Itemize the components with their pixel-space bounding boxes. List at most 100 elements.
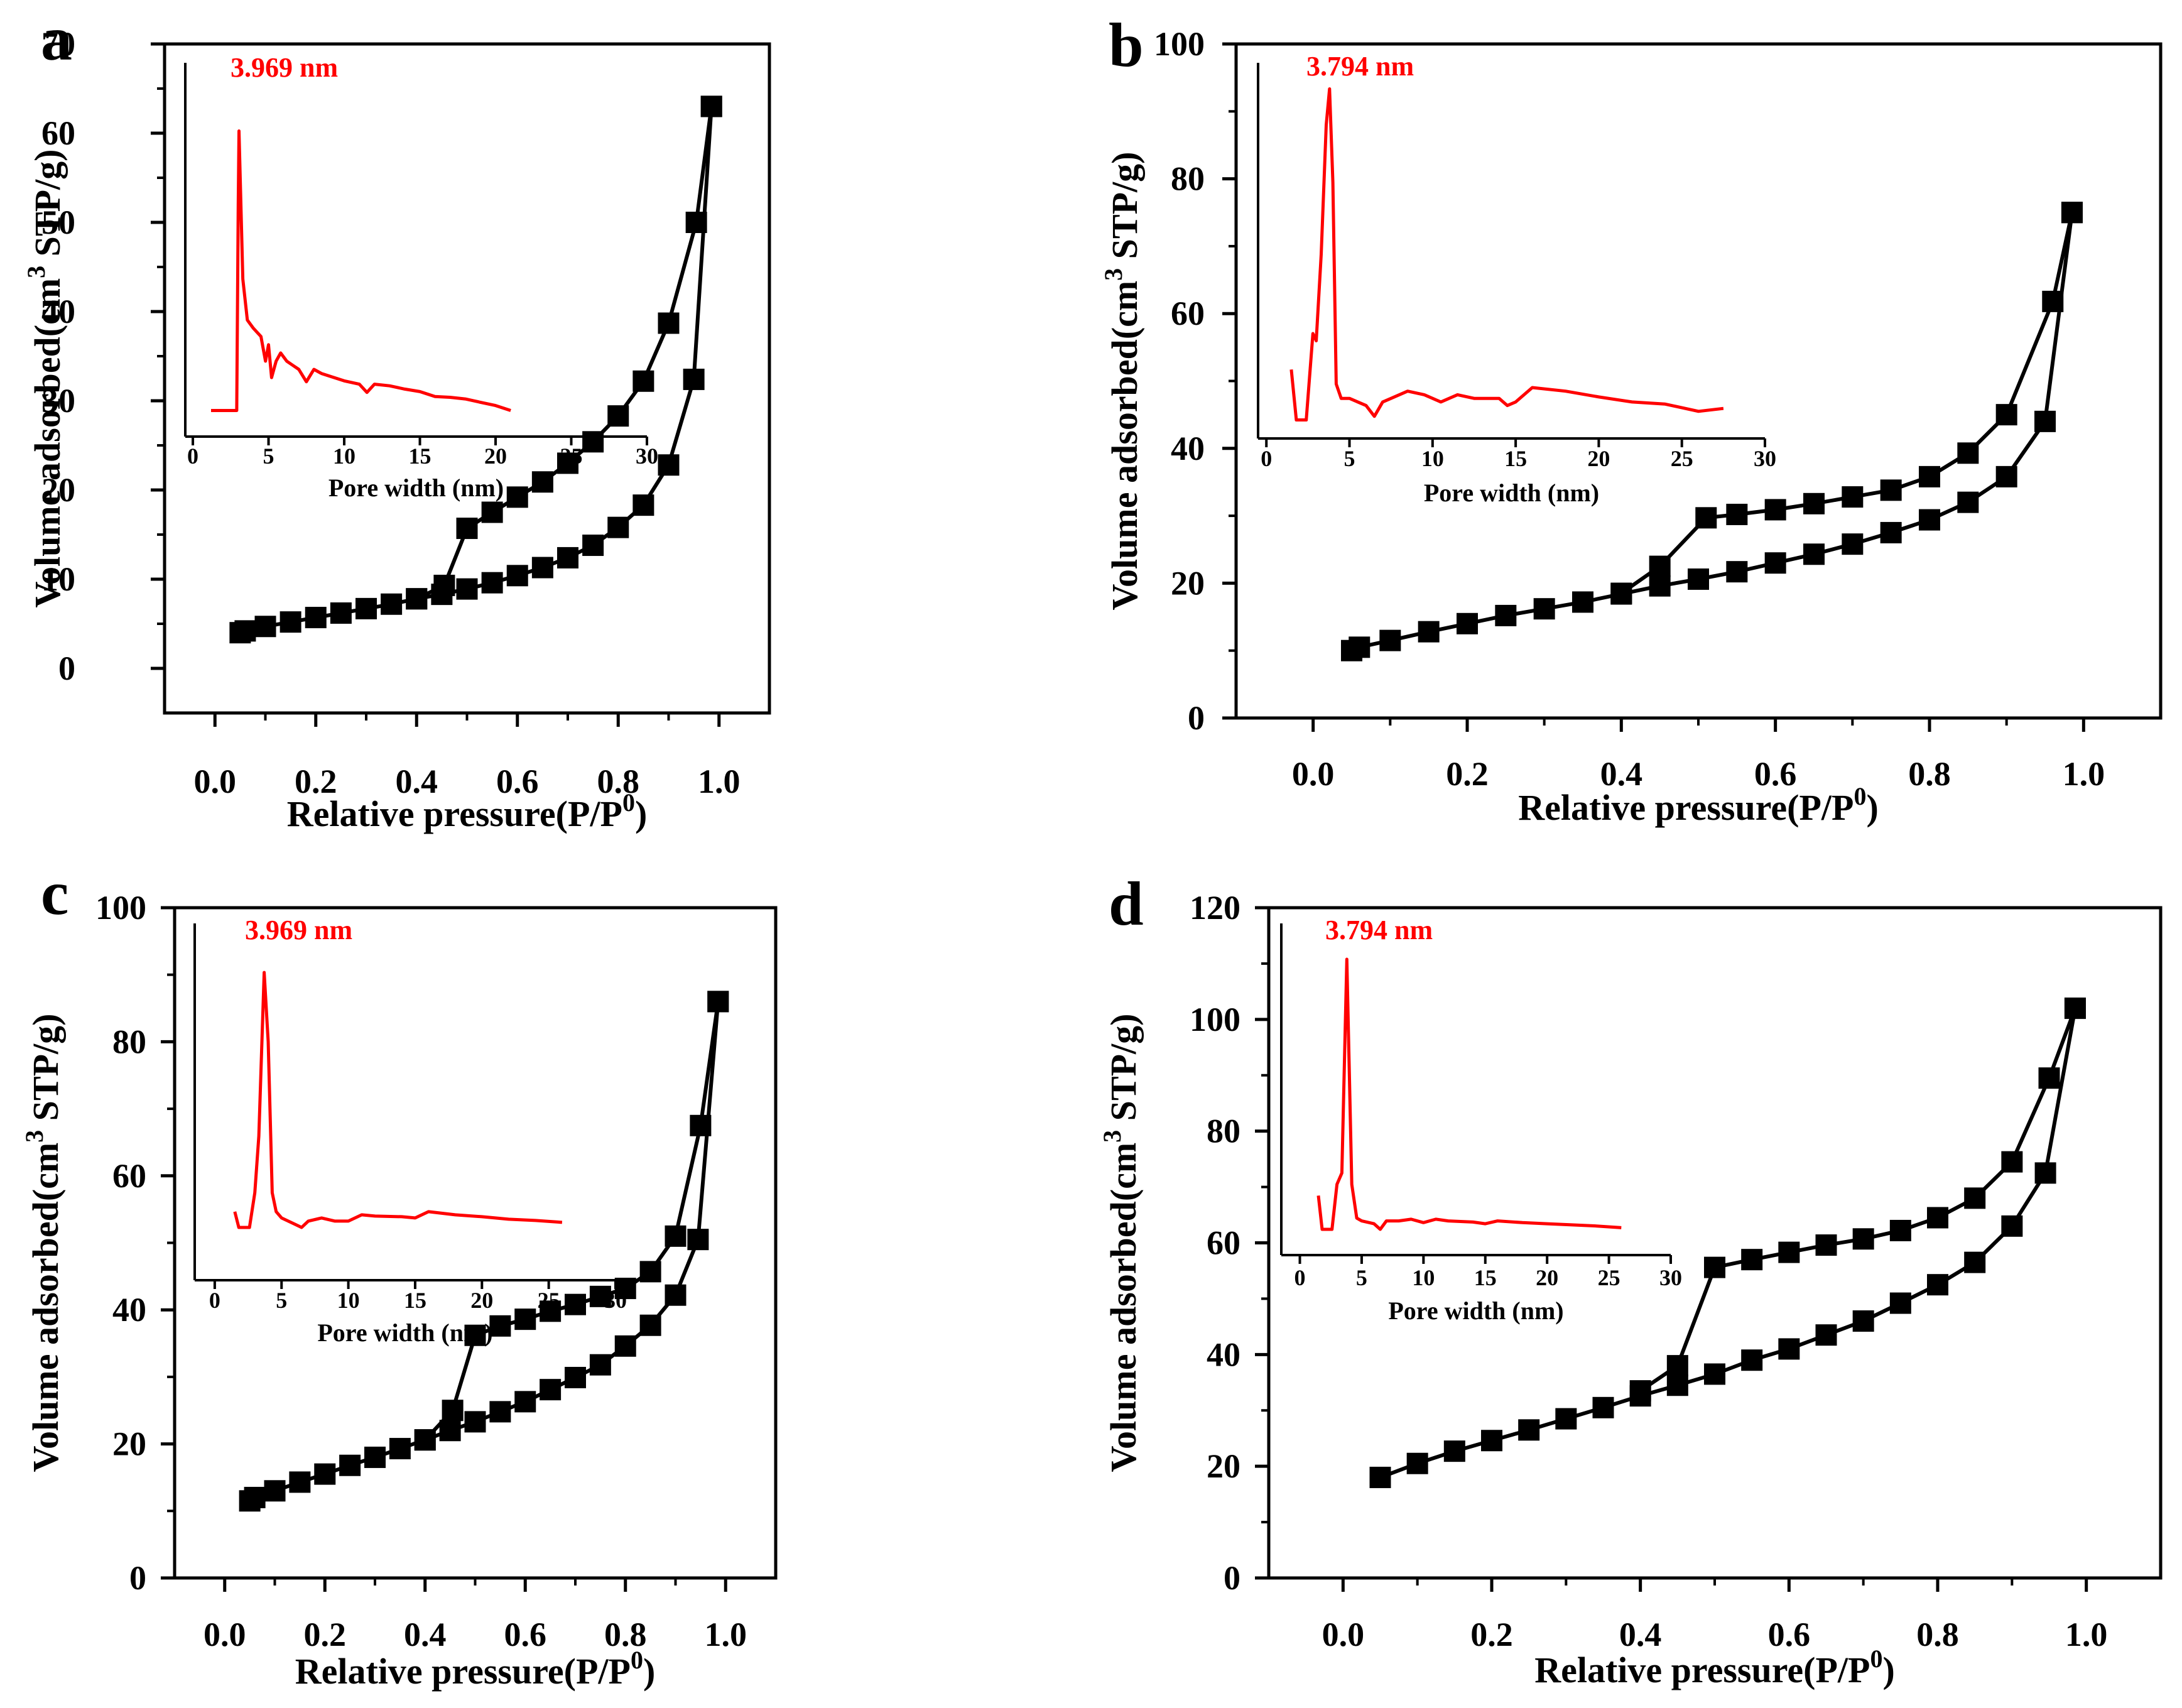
psd-curve xyxy=(211,129,511,412)
inset-psd: 0 5 10 15 20 25 30 Pore width (nm) 3.794 nm xyxy=(1257,51,1776,507)
y-tick-label: 20 xyxy=(1171,564,1205,602)
adsorption-point xyxy=(1778,1338,1800,1360)
inset-psd: 0 5 10 15 20 25 30 Pore width (nm) 3.794 nm xyxy=(1280,915,1682,1325)
x-axis-title: Relative pressure(P/P0) xyxy=(1534,1645,1895,1690)
adsorption-point xyxy=(1919,509,1940,531)
x-axis-title: Relative pressure(P/P0) xyxy=(295,1646,656,1692)
desorption-point xyxy=(2064,998,2086,1020)
adsorption-point xyxy=(1688,568,1709,590)
inset-x-tick-label: 25 xyxy=(1671,446,1693,471)
x-tick-label: 0.8 xyxy=(597,763,640,800)
desorption-point xyxy=(442,1400,464,1422)
inset-psd: 0 5 10 15 20 25 30 Pore width (nm) 3.969 nm xyxy=(184,52,658,502)
y-tick-label: 70 xyxy=(41,25,75,63)
inset-x-tick-label: 20 xyxy=(470,1288,493,1313)
adsorption-point xyxy=(1927,1274,1948,1296)
inset-x-tick-label: 10 xyxy=(1421,446,1444,471)
adsorption-point xyxy=(540,1379,562,1401)
y-axis-title: Volume adsorbed(cm3 STP/g) xyxy=(1098,1013,1144,1472)
desorption-point xyxy=(1741,1249,1763,1271)
y-tick-label: 20 xyxy=(112,1425,146,1463)
desorption-point xyxy=(1852,1228,1874,1250)
adsorption-point xyxy=(244,1486,266,1508)
adsorption-point xyxy=(280,611,301,633)
inset-x-tick-label: 5 xyxy=(1356,1265,1367,1290)
y-tick-label: 20 xyxy=(41,471,75,509)
x-axis-title: Relative pressure(P/P0) xyxy=(287,788,648,834)
adsorption-point xyxy=(1852,1310,1874,1332)
desorption-point xyxy=(1964,1187,1986,1209)
inset-x-tick-label: 15 xyxy=(1504,446,1527,471)
adsorption-point xyxy=(658,454,680,476)
inset-psd: 0 5 10 15 20 25 30 Pore width (nm) 3.969 nm xyxy=(193,915,627,1347)
adsorption-point xyxy=(639,1314,661,1336)
inset-x-tick-label: 0 xyxy=(1261,446,1272,471)
inset-x-axis-title: Pore width (nm) xyxy=(1388,1297,1563,1325)
inset-x-tick-label: 30 xyxy=(604,1288,627,1313)
adsorption-point xyxy=(2001,1215,2023,1237)
x-tick-label: 1.0 xyxy=(705,1616,747,1653)
adsorption-point xyxy=(1349,636,1371,658)
adsorption-line xyxy=(239,106,714,635)
inset-x-tick-label: 30 xyxy=(636,443,658,469)
inset-x-tick-label: 5 xyxy=(276,1288,287,1313)
adsorption-point xyxy=(1555,1408,1577,1430)
x-axis-title: Relative pressure(P/P0) xyxy=(1518,782,1879,828)
y-tick-label: 80 xyxy=(1207,1112,1240,1150)
desorption-point xyxy=(1957,442,1979,464)
desorption-point xyxy=(406,588,428,610)
inset-x-tick-label: 30 xyxy=(1754,446,1776,471)
inset-x-tick-label: 0 xyxy=(1295,1265,1306,1290)
x-tick-label: 0.2 xyxy=(1446,755,1489,793)
desorption-point xyxy=(707,991,729,1013)
desorption-point xyxy=(2038,1067,2060,1089)
adsorption-point xyxy=(489,1401,511,1423)
adsorption-point xyxy=(1726,561,1748,583)
panel-c: c0.0 0.2 0.4 0.6 0.8 1.0020406080100Relative … xyxy=(20,858,778,1692)
adsorption-point xyxy=(330,602,352,624)
adsorption-point xyxy=(607,516,629,538)
desorption-point xyxy=(632,370,654,392)
y-tick-label: 20 xyxy=(1207,1447,1240,1485)
desorption-point xyxy=(456,518,478,540)
adsorption-point xyxy=(254,616,276,638)
psd-curve xyxy=(1289,87,1724,422)
x-tick-label: 0.6 xyxy=(1768,1616,1811,1653)
plot-frame xyxy=(163,42,771,715)
desorption-point xyxy=(582,431,604,453)
inset-x-tick-label: 10 xyxy=(337,1288,360,1313)
adsorption-point xyxy=(1741,1349,1763,1371)
y-tick-label: 10 xyxy=(41,560,75,598)
inset-x-tick-label: 0 xyxy=(209,1288,220,1313)
panel-letter: d xyxy=(1109,869,1144,938)
adsorption-point xyxy=(1815,1324,1837,1346)
desorption-point xyxy=(489,1315,511,1337)
desorption-point xyxy=(1995,404,2017,426)
desorption-point xyxy=(690,1114,712,1136)
adsorption-point xyxy=(1533,598,1555,620)
desorption-point xyxy=(557,452,578,474)
peak-label: 3.969 nm xyxy=(245,915,352,945)
desorption-point xyxy=(565,1293,586,1315)
inset-x-tick-label: 5 xyxy=(263,443,274,469)
inset-x-axis-title: Pore width (nm) xyxy=(328,474,504,502)
adsorption-point xyxy=(481,572,503,594)
adsorption-point xyxy=(381,593,403,615)
y-tick-label: 100 xyxy=(1154,25,1205,63)
desorption-point xyxy=(1919,465,1940,487)
y-tick-label: 40 xyxy=(1207,1335,1240,1373)
adsorption-point xyxy=(514,1391,536,1413)
adsorption-line xyxy=(1350,212,2074,653)
adsorption-point xyxy=(2034,410,2056,432)
adsorption-point xyxy=(1666,1374,1688,1396)
adsorption-point xyxy=(1957,491,1979,513)
y-tick-label: 60 xyxy=(112,1157,146,1195)
panel-letter: b xyxy=(1109,10,1144,80)
adsorption-point xyxy=(464,1411,486,1433)
adsorption-point xyxy=(1964,1251,1986,1273)
adsorption-point xyxy=(1369,1466,1391,1488)
desorption-line xyxy=(1639,1008,2077,1393)
desorption-point xyxy=(1927,1207,1948,1229)
adsorption-point xyxy=(665,1284,687,1306)
